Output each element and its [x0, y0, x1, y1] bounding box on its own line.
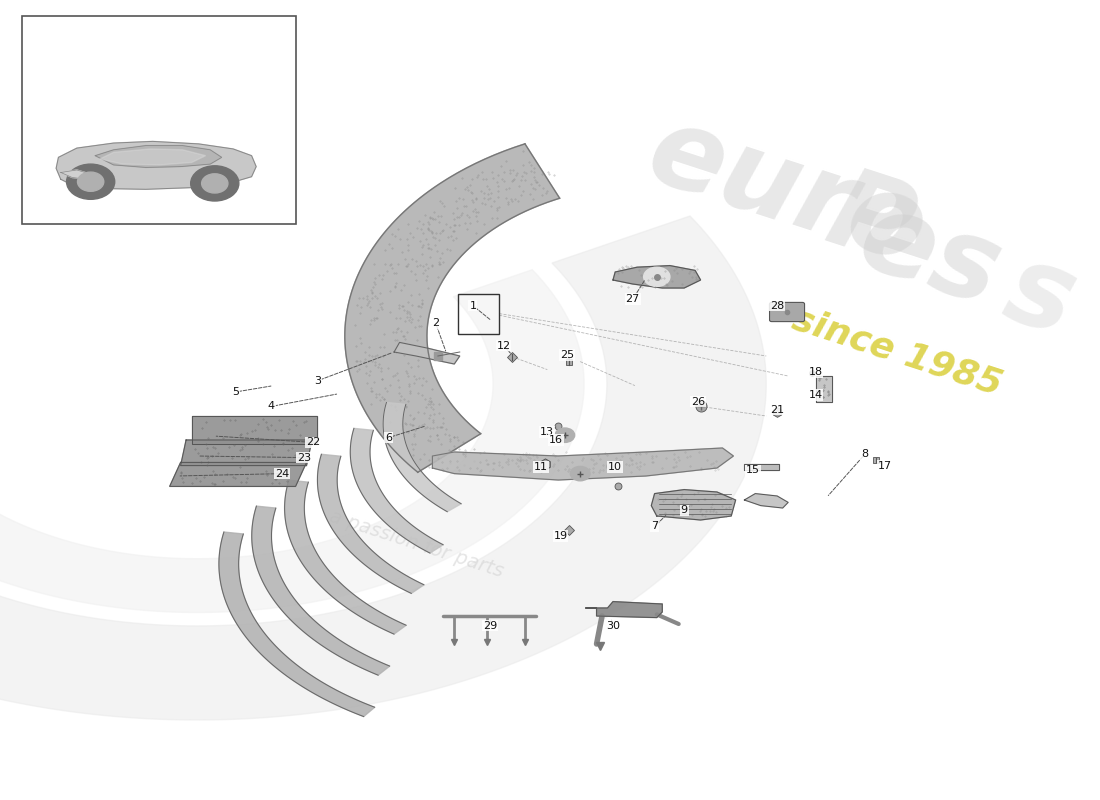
Polygon shape	[815, 376, 832, 402]
Polygon shape	[745, 494, 788, 508]
Polygon shape	[96, 146, 222, 167]
Circle shape	[556, 428, 574, 442]
Circle shape	[644, 267, 670, 286]
Polygon shape	[745, 464, 780, 470]
Polygon shape	[613, 266, 701, 288]
Text: euro: euro	[636, 97, 940, 287]
Text: 17: 17	[878, 461, 891, 470]
Polygon shape	[318, 454, 424, 594]
Text: 30: 30	[606, 621, 620, 630]
Text: 8: 8	[861, 450, 868, 459]
Polygon shape	[383, 402, 461, 512]
Polygon shape	[56, 142, 256, 190]
Text: since 1985: since 1985	[789, 302, 1006, 402]
Polygon shape	[350, 428, 443, 553]
Text: a passion for parts: a passion for parts	[327, 507, 505, 581]
Text: 26: 26	[691, 397, 705, 406]
Circle shape	[570, 466, 590, 481]
Polygon shape	[0, 216, 767, 720]
Polygon shape	[180, 440, 312, 466]
Polygon shape	[344, 144, 560, 472]
Text: 3: 3	[314, 376, 321, 386]
Text: 16: 16	[549, 435, 563, 445]
Polygon shape	[100, 149, 206, 165]
Text: 13: 13	[540, 427, 554, 437]
Text: 27: 27	[626, 294, 640, 304]
Text: 18: 18	[808, 367, 823, 377]
Text: 25: 25	[560, 350, 574, 360]
Circle shape	[77, 172, 103, 191]
Polygon shape	[252, 506, 389, 675]
Text: 22: 22	[306, 438, 320, 447]
Polygon shape	[169, 462, 307, 486]
Circle shape	[67, 164, 114, 199]
Polygon shape	[585, 602, 662, 618]
Polygon shape	[432, 448, 734, 480]
Bar	[22, 16, 296, 224]
Text: 1: 1	[470, 301, 476, 310]
Text: 21: 21	[770, 405, 784, 414]
Text: es: es	[847, 183, 1014, 329]
Polygon shape	[651, 490, 736, 520]
Text: 29: 29	[483, 621, 497, 630]
Text: 14: 14	[808, 390, 823, 400]
Text: s: s	[992, 235, 1088, 357]
Circle shape	[201, 174, 228, 193]
Polygon shape	[0, 270, 584, 613]
Text: 4: 4	[268, 402, 275, 411]
Circle shape	[190, 166, 239, 201]
Text: 9: 9	[681, 506, 688, 515]
Polygon shape	[394, 342, 460, 364]
FancyBboxPatch shape	[770, 302, 804, 322]
Polygon shape	[191, 416, 318, 444]
Polygon shape	[285, 480, 406, 634]
Text: 24: 24	[275, 469, 289, 478]
Text: 12: 12	[496, 341, 510, 350]
Text: 11: 11	[534, 462, 548, 472]
Text: 15: 15	[746, 466, 760, 475]
Text: P: P	[815, 161, 925, 287]
Text: 23: 23	[297, 453, 311, 462]
Text: 6: 6	[385, 433, 392, 442]
Text: 5: 5	[232, 387, 239, 397]
Text: 10: 10	[608, 462, 623, 472]
Bar	[458, 294, 499, 334]
Text: 7: 7	[651, 522, 658, 531]
Text: 19: 19	[553, 531, 568, 541]
Text: 2: 2	[432, 318, 439, 328]
Text: 28: 28	[770, 301, 784, 310]
Polygon shape	[60, 170, 90, 179]
Polygon shape	[219, 532, 375, 717]
